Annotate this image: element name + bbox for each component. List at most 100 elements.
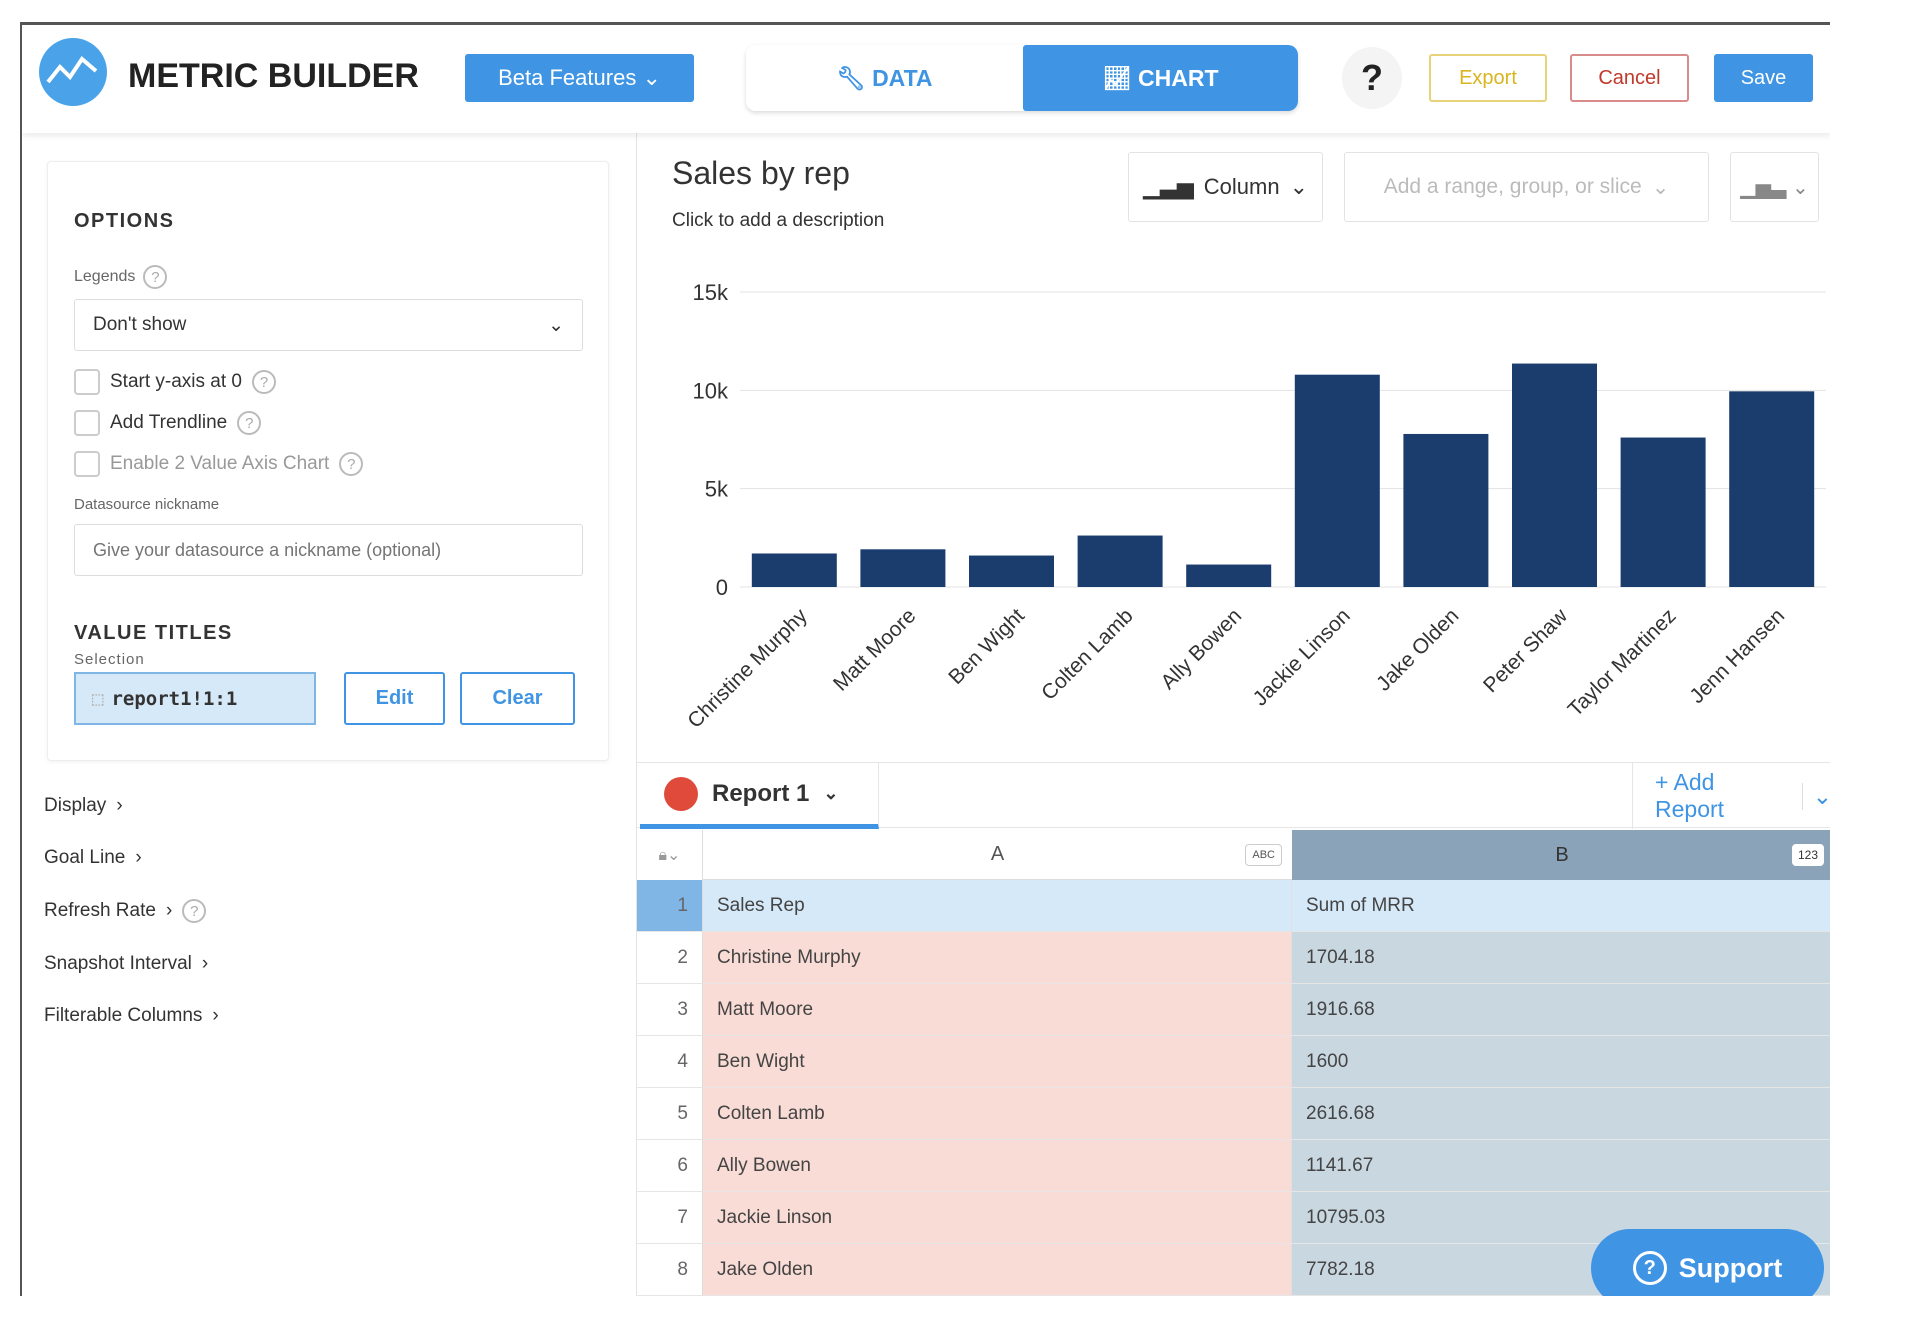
tab-chart-label: CHART: [1138, 64, 1219, 91]
cell-a[interactable]: Jackie Linson: [703, 1192, 1292, 1244]
options-heading: OPTIONS: [74, 210, 175, 232]
cell-b[interactable]: 2616.68: [1292, 1088, 1830, 1140]
chevron-right-icon: ›: [201, 953, 209, 974]
help-button[interactable]: ?: [1342, 47, 1402, 109]
checkbox[interactable]: [74, 369, 100, 395]
nav-refresh-rate[interactable]: Refresh Rate ›?: [44, 899, 219, 923]
x-tick-label: Peter Shaw: [1479, 604, 1573, 698]
cancel-button[interactable]: Cancel: [1570, 54, 1689, 102]
checkbox[interactable]: [74, 451, 100, 477]
tab-data-label: DATA: [872, 64, 933, 91]
x-tick-label: Jenn Hansen: [1685, 604, 1789, 708]
bar[interactable]: [1620, 437, 1706, 587]
help-icon[interactable]: ?: [252, 370, 276, 394]
bar[interactable]: [1077, 535, 1163, 587]
bar[interactable]: [969, 555, 1054, 587]
row-number[interactable]: 2: [637, 932, 703, 984]
column-header-a[interactable]: A ABC: [703, 830, 1292, 880]
y-tick-label: 15k: [693, 280, 729, 305]
support-label: Support: [1678, 1252, 1783, 1283]
lock-icon: 🔒︎⌄: [658, 847, 681, 864]
row-number[interactable]: 3: [637, 984, 703, 1036]
x-tick-label: Colten Lamb: [1037, 604, 1137, 704]
report-tab[interactable]: Report 1 ⌄: [640, 763, 879, 829]
beta-label: Beta Features: [498, 65, 637, 90]
support-button[interactable]: ? Support: [1591, 1229, 1824, 1296]
cell-a[interactable]: Matt Moore: [703, 984, 1292, 1036]
column-header-b[interactable]: B 123: [1292, 830, 1830, 880]
help-icon[interactable]: ?: [237, 411, 262, 435]
start-y-axis-checkbox[interactable]: Start y-axis at 0?: [74, 369, 363, 395]
two-value-axis-checkbox[interactable]: Enable 2 Value Axis Chart?: [74, 451, 364, 477]
legends-value: Don't show: [93, 314, 187, 335]
column-type-badge[interactable]: 123: [1791, 844, 1824, 866]
x-tick-label: Christine Murphy: [683, 604, 812, 733]
cell-b[interactable]: 1704.18: [1292, 932, 1830, 984]
nav-goal-line[interactable]: Goal Line ›: [44, 847, 219, 869]
legends-select[interactable]: Don't show ⌄: [74, 299, 583, 351]
bar[interactable]: [1294, 374, 1380, 587]
cell-b[interactable]: 1600: [1292, 1036, 1830, 1088]
table-row: 2 Christine Murphy 1704.18: [637, 932, 1830, 984]
chevron-down-icon: ⌄: [1791, 176, 1809, 199]
bar[interactable]: [1186, 564, 1272, 587]
help-icon[interactable]: ?: [143, 265, 168, 289]
bar[interactable]: [1729, 391, 1815, 587]
beta-features-dropdown[interactable]: Beta Features ⌄: [465, 54, 694, 102]
checkbox-label: Add Trendline: [110, 412, 228, 433]
help-icon[interactable]: ?: [339, 452, 364, 476]
tab-chart[interactable]: 📈︎ CHART: [1023, 45, 1298, 111]
checkbox-label: Enable 2 Value Axis Chart: [110, 453, 330, 474]
cell-a[interactable]: Colten Lamb: [703, 1088, 1292, 1140]
cell-a[interactable]: Jake Olden: [703, 1244, 1292, 1296]
lock-column-menu[interactable]: 🔒︎⌄: [637, 830, 703, 880]
selection-range-input[interactable]: ⬚ report1!1:1: [74, 672, 316, 725]
help-icon[interactable]: ?: [182, 899, 207, 923]
save-button[interactable]: Save: [1714, 54, 1813, 102]
options-card: OPTIONS Legends? Don't show ⌄ Start y-axi…: [47, 161, 609, 761]
tab-data[interactable]: 🔧︎ DATA: [746, 45, 1023, 111]
range-group-slice-dropdown[interactable]: Add a range, group, or slice ⌄: [1344, 152, 1709, 222]
cell-a[interactable]: Christine Murphy: [703, 932, 1292, 984]
chart-title[interactable]: Sales by rep: [672, 155, 850, 191]
bar[interactable]: [860, 549, 946, 587]
row-number[interactable]: 5: [637, 1088, 703, 1140]
cell-a[interactable]: Ally Bowen: [703, 1140, 1292, 1192]
row-number[interactable]: 7: [637, 1192, 703, 1244]
checkbox[interactable]: [74, 410, 100, 436]
nav-display[interactable]: Display ›: [44, 795, 219, 817]
chart-description[interactable]: Click to add a description: [672, 210, 885, 231]
row-number[interactable]: 6: [637, 1140, 703, 1192]
edit-button[interactable]: Edit: [344, 672, 445, 725]
checkbox-label: Start y-axis at 0: [110, 371, 242, 392]
add-report-button[interactable]: + Add Report ⌄: [1632, 763, 1830, 829]
nickname-input[interactable]: [74, 524, 583, 576]
add-trendline-checkbox[interactable]: Add Trendline?: [74, 410, 363, 436]
bar-chart-icon: ▁▅▃: [1740, 176, 1787, 199]
clear-button[interactable]: Clear: [460, 672, 575, 725]
table-row: 8 Jake Olden 7782.18: [637, 1244, 1830, 1296]
x-tick-label: Ally Bowen: [1157, 604, 1247, 694]
metric-builder-window: METRIC BUILDER Beta Features ⌄ 🔧︎ DATA 📈…: [20, 22, 1830, 1296]
cell-b[interactable]: 1916.68: [1292, 984, 1830, 1036]
row-number[interactable]: 4: [637, 1036, 703, 1088]
bar[interactable]: [1512, 363, 1597, 587]
x-tick-label: Jackie Linson: [1249, 604, 1355, 710]
cell-a[interactable]: Ben Wight: [703, 1036, 1292, 1088]
cell-b[interactable]: 1141.67: [1292, 1140, 1830, 1192]
bar[interactable]: [751, 553, 837, 587]
header: METRIC BUILDER Beta Features ⌄ 🔧︎ DATA 📈…: [22, 25, 1830, 133]
chart-style-dropdown[interactable]: ▁▅▃ ⌄: [1730, 152, 1819, 222]
cell-b[interactable]: Sum of MRR: [1292, 880, 1830, 932]
cell-a[interactable]: Sales Rep: [703, 880, 1292, 932]
chevron-down-icon: ⌄: [642, 65, 661, 90]
nav-snapshot-interval[interactable]: Snapshot Interval ›: [44, 953, 219, 975]
row-number[interactable]: 8: [637, 1244, 703, 1296]
nav-filterable-columns[interactable]: Filterable Columns ›: [44, 1005, 219, 1027]
data-grid: 🔒︎⌄ A ABC B 123 1 Sales Rep Sum of MRR 2 Chris…: [637, 830, 1830, 1296]
bar[interactable]: [1403, 433, 1489, 587]
chart-type-dropdown[interactable]: ▁▃▅ Column ⌄: [1128, 152, 1323, 222]
row-number[interactable]: 1: [637, 880, 703, 932]
column-type-badge[interactable]: ABC: [1245, 843, 1282, 866]
export-button[interactable]: Export: [1429, 54, 1547, 102]
